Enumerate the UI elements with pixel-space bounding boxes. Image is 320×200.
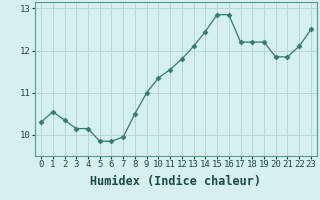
X-axis label: Humidex (Indice chaleur): Humidex (Indice chaleur) [91, 175, 261, 188]
